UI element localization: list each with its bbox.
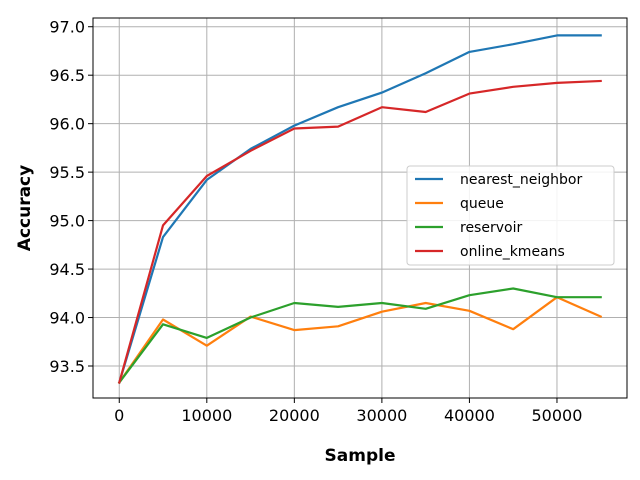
x-axis-label: Sample [325, 446, 396, 466]
series-line-queue [117, 296, 603, 385]
y-tick-label: 96.0 [49, 115, 85, 134]
x-tick-label: 30000 [356, 406, 407, 425]
y-tick-label: 93.5 [49, 357, 85, 376]
y-tick-label: 95.5 [49, 163, 85, 182]
series-line-nearest_neighbor [117, 34, 602, 384]
y-tick-label: 94.5 [49, 260, 85, 279]
series-lines [117, 34, 603, 385]
x-tick-label: 0 [114, 406, 124, 425]
series-line-online_kmeans [117, 79, 602, 384]
y-tick-label: 94.0 [49, 309, 85, 328]
legend-label: nearest_neighbor [460, 172, 582, 188]
plot-frame [92, 17, 628, 399]
y-tick-label: 95.0 [49, 212, 85, 231]
legend-box [406, 165, 615, 266]
x-tick-label: 10000 [181, 406, 232, 425]
ticks: 0 10000 20000 30000 40000 50000 93.5 94.0 94.5 95… [49, 18, 582, 425]
series-line-reservoir [117, 287, 602, 385]
x-tick-label: 50000 [532, 406, 583, 425]
y-tick-label: 97.0 [49, 18, 85, 37]
legend-label: queue [460, 196, 504, 212]
legend-label: online_kmeans [460, 244, 565, 260]
x-tick-label: 20000 [269, 406, 320, 425]
y-axis-label: Accuracy [15, 165, 35, 251]
legend-label: reservoir [460, 220, 522, 236]
x-tick-label: 40000 [444, 406, 495, 425]
y-tick-label: 96.5 [49, 66, 85, 85]
